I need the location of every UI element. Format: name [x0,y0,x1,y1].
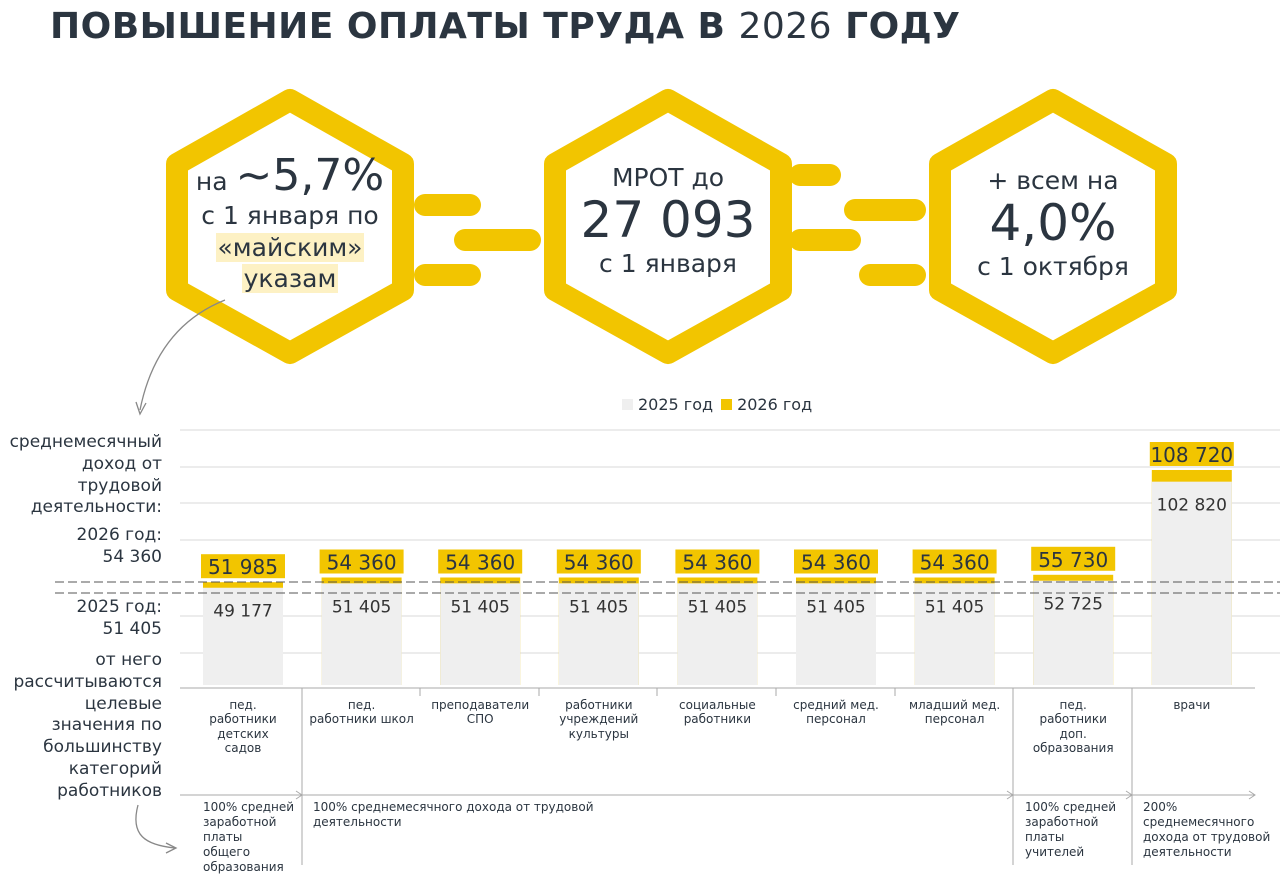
bar-2025 [796,583,876,685]
bar-2025 [203,587,283,685]
value-label-bg [201,554,285,579]
left-note: 2025 год: 51 405 [76,597,162,639]
value-label: 54 360 [682,551,752,575]
value-label-bg [319,549,404,574]
title-start: ПОВЫШЕНИЕ ОПЛАТЫ ТРУДА В [50,6,726,47]
value-label: 51 985 [208,555,278,579]
left-note: среднемесячный доход от трудовой деятель… [9,432,162,518]
value-label-bg [912,549,997,574]
plot: 51 985 49 177 54 360 51 405 54 360 51 405 54 3… [201,442,1234,685]
bar-2025 [1151,481,1232,685]
value-label: 51 405 [806,597,865,617]
hex-line: с 1 октября [977,252,1129,282]
hex-big: 27 093 [580,191,756,250]
value-label: 51 405 [688,597,747,617]
legend-swatch [721,399,733,410]
hex-line: указам [170,263,410,294]
bar-2025 [321,583,402,685]
value-label: 49 177 [213,602,272,622]
hex-prefix: на [195,167,228,196]
value-label-bg [438,549,523,574]
arrow [139,299,226,411]
hex-line: «майским» [170,232,410,263]
value-label: 54 360 [445,551,515,575]
bottom-note: 100% среднемесячного дохода от трудовой … [313,800,594,829]
bottom-note: 200% среднемесячного дохода от трудовой … [1143,800,1271,859]
hexagon [929,89,1177,364]
hex-big: 4,0% [989,194,1117,253]
value-label-bg [1149,442,1234,466]
legend-item: 2026 год [721,395,812,414]
hex-text: МРОТ до 27 093 с 1 января [548,162,788,280]
value-label-bg [556,549,641,574]
arrows [135,299,226,854]
hexagon [544,89,792,364]
hex-line: + всем на [987,166,1119,195]
value-label: 51 405 [925,597,984,617]
hex-line: с 1 января по [201,201,379,231]
x-tick-label: социальные работники [679,698,756,727]
legend: 2025 год 2026 год [622,395,816,414]
hex-line: на ~5,7% [170,150,410,201]
axis [180,687,1256,865]
value-label-bg [794,549,878,574]
value-label: 51 405 [569,597,628,617]
arrow-head [135,401,147,416]
bar-2025 [558,583,639,685]
value-label: 54 360 [801,551,871,575]
x-tick-label: врачи [1173,698,1211,712]
value-label: 52 725 [1043,595,1102,615]
bar-2025 [914,583,995,685]
bottom-note: 100% средней заработной платы общего обр… [203,800,295,874]
value-label: 51 405 [332,597,391,617]
x-tick-label: средний мед. персонал [793,698,879,727]
legend-label: 2025 год [638,395,714,414]
hex-highlight: «майским» [215,232,365,262]
hexagon [166,89,414,364]
hex-line: с 1 января [599,249,737,279]
value-label-bg [1031,546,1116,571]
arrow [135,804,176,849]
hex-big: ~5,7% [235,150,385,201]
x-tick-label: младший мед. персонал [908,698,1001,727]
x-tick-label: пед. работники детских садов [209,698,277,756]
legend-label: 2026 год [737,395,813,414]
left-note: от него рассчитываются целевые значения … [13,650,162,801]
group-arrows [295,790,1256,800]
hex-highlight: указам [241,263,339,293]
hex-line: МРОТ до [611,163,725,192]
legend-swatch [622,399,633,410]
value-label: 55 730 [1038,548,1108,572]
x-tick-label: преподаватели СПО [431,698,530,727]
arrow-head [165,842,178,854]
decor [166,89,1177,364]
title: ПОВЫШЕНИЕ ОПЛАТЫ ТРУДА В 2026 ГОДУ [50,6,961,47]
bottom-note: 100% средней заработной платы учителей [1025,800,1117,859]
bar-2025 [1033,580,1114,685]
value-label-bg [675,549,760,574]
value-label: 54 360 [327,551,397,575]
value-label: 54 360 [564,551,634,575]
title-end: ГОДУ [845,6,961,47]
value-label: 108 720 [1150,443,1233,467]
x-tick-label: пед. работники доп. образования [1032,698,1114,756]
break-lines [55,581,1280,594]
hex-text: + всем на 4,0% с 1 октября [933,165,1173,283]
hex-text: на ~5,7% с 1 января по «майским» указам [170,150,410,294]
x-tick-label: пед. работники школ [309,698,414,727]
value-label: 51 405 [450,597,509,617]
bar-2025 [677,583,758,685]
value-label: 102 820 [1157,496,1227,516]
x-tick-label: работники учреждений культуры [559,698,639,741]
left-note: 2026 год: 54 360 [76,525,162,567]
legend-item: 2025 год [622,395,713,414]
bar-2025 [440,583,521,685]
title-year: 2026 [738,6,833,47]
value-label: 54 360 [920,551,990,575]
